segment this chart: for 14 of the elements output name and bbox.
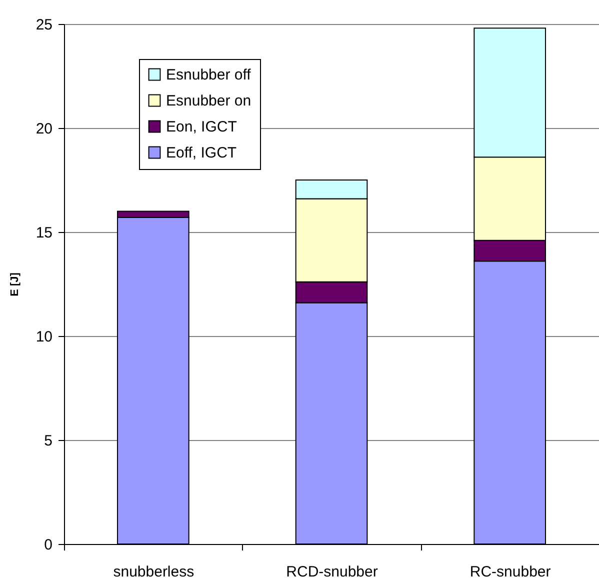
y-tick-label: 25 bbox=[36, 16, 52, 34]
legend-label: Eoff, IGCT bbox=[166, 144, 237, 162]
legend-label: Eon, IGCT bbox=[166, 118, 237, 136]
y-axis-title: E [J] bbox=[8, 272, 21, 296]
y-tick-label: 10 bbox=[36, 328, 52, 346]
y-tick-label: 15 bbox=[36, 224, 52, 242]
legend-label: Esnubber off bbox=[166, 66, 252, 84]
y-tick-label: 0 bbox=[44, 536, 52, 554]
x-tick-label: snubberless bbox=[113, 564, 194, 578]
x-tick-label: RC-snubber bbox=[470, 564, 551, 578]
y-tick-label: 20 bbox=[36, 120, 52, 138]
legend-label: Esnubber on bbox=[166, 92, 252, 110]
x-tick-label: RCD-snubber bbox=[286, 564, 378, 578]
y-tick-label: 5 bbox=[44, 432, 52, 450]
